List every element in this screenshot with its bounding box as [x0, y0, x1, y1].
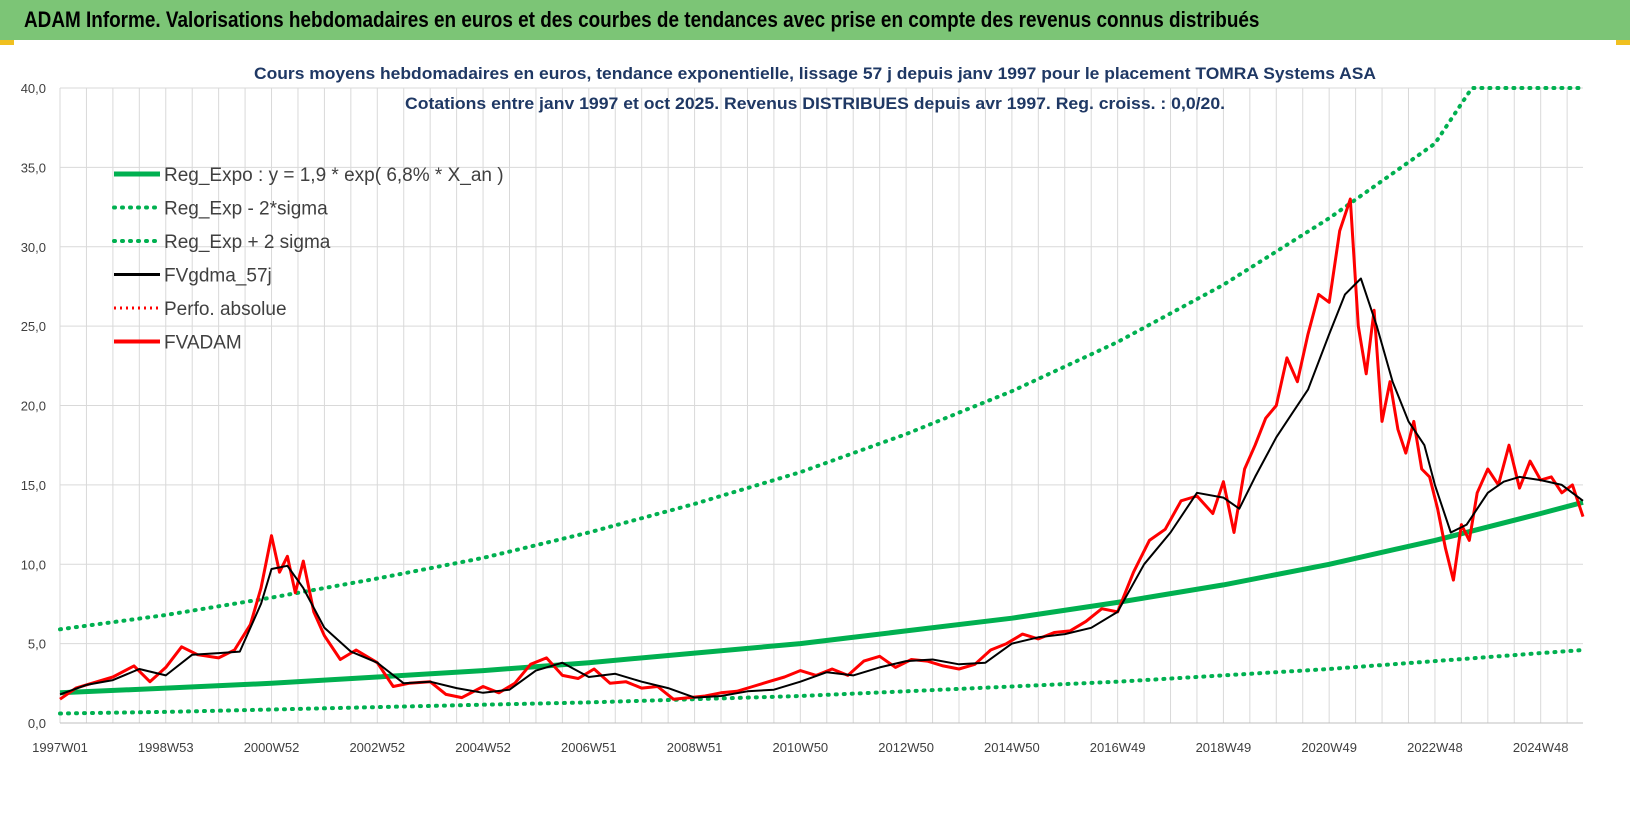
x-axis-ticks: 1997W01 1998W53 2000W52 2002W52 2004W52 2006W… — [32, 740, 1568, 755]
y-tick-label: 40,0 — [21, 81, 46, 96]
y-tick-label: 0,0 — [28, 716, 46, 731]
y-tick-label: 15,0 — [21, 478, 46, 493]
header-banner: ADAM Informe. Valorisations hebdomadaire… — [0, 0, 1630, 40]
series-line-3 — [59, 277, 1584, 699]
y-tick-label: 5,0 — [28, 637, 46, 652]
page-title: ADAM Informe. Valorisations hebdomadaire… — [24, 7, 1260, 32]
series-line-4 — [59, 197, 1585, 701]
trend-chart: 0,0 5,0 10,0 15,0 20,0 25,0 30,0 35,0 40,0 1997W… — [21, 64, 1585, 755]
legend: Reg_Expo : y = 1,9 * exp( 6,8% * X_an ) R… — [112, 165, 504, 354]
x-tick-label: 2018W49 — [1196, 740, 1252, 755]
y-tick-label: 25,0 — [21, 319, 46, 334]
x-tick-label: 2020W49 — [1301, 740, 1357, 755]
series-group — [58, 86, 1585, 716]
x-tick-label: 2010W50 — [773, 740, 829, 755]
x-tick-label: 2024W48 — [1513, 740, 1569, 755]
y-tick-label: 10,0 — [21, 557, 46, 572]
x-tick-label: 2016W49 — [1090, 740, 1146, 755]
legend-label: FVADAM — [164, 333, 242, 354]
x-tick-label: 2000W52 — [244, 740, 300, 755]
x-tick-label: 2022W48 — [1407, 740, 1463, 755]
x-tick-label: 2008W51 — [667, 740, 723, 755]
y-tick-label: 30,0 — [21, 240, 46, 255]
legend-label: Reg_Exp + 2 sigma — [164, 232, 331, 253]
y-tick-label: 20,0 — [21, 399, 46, 414]
series-line-2 — [58, 86, 1585, 632]
corner-marker-right — [1616, 40, 1630, 45]
x-tick-label: 1998W53 — [138, 740, 194, 755]
x-tick-label: 2012W50 — [878, 740, 934, 755]
legend-label: FVgdma_57j — [164, 266, 272, 287]
y-tick-label: 35,0 — [21, 160, 46, 175]
series-line-1 — [58, 648, 1585, 716]
chart-title-line2: Cotations entre janv 1997 et oct 2025. R… — [405, 94, 1225, 113]
legend-label: Reg_Exp - 2*sigma — [164, 199, 328, 220]
chart-area: 0,0 5,0 10,0 15,0 20,0 25,0 30,0 35,0 40,0 1997W… — [0, 40, 1630, 815]
legend-label: Reg_Expo : y = 1,9 * exp( 6,8% * X_an ) — [164, 165, 504, 186]
chart-title-line1: Cours moyens hebdomadaires en euros, ten… — [254, 64, 1376, 83]
series-line-0 — [59, 499, 1584, 696]
corner-marker-left — [0, 40, 14, 45]
legend-label: Perfo. absolue — [164, 299, 287, 320]
x-tick-label: 2004W52 — [455, 740, 511, 755]
x-tick-label: 2014W50 — [984, 740, 1040, 755]
x-tick-label: 1997W01 — [32, 740, 88, 755]
x-tick-label: 2006W51 — [561, 740, 617, 755]
y-axis-ticks: 0,0 5,0 10,0 15,0 20,0 25,0 30,0 35,0 40,0 — [21, 81, 46, 731]
x-tick-label: 2002W52 — [349, 740, 405, 755]
